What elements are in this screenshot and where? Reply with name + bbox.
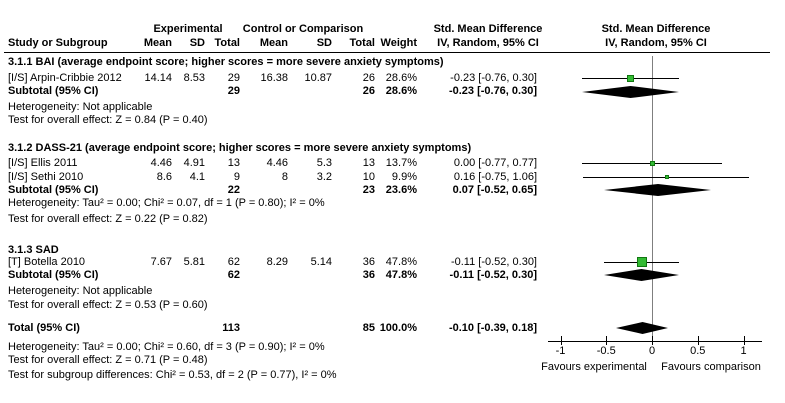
axis-tick [743,336,745,345]
section-title-dass21: 3.1.2 DASS-21 (average endpoint score; h… [8,142,472,154]
overall-effect-sad: Test for overall effect: Z = 0.53 (P = 0… [8,299,208,311]
study-label: [T] Botella 2010 [8,256,86,268]
favours-right-label: Favours comparison [661,361,761,373]
pooled-diamond [604,184,712,196]
col-total2-header: Total [349,37,375,49]
pooled-diamond [616,322,669,334]
heterogeneity-bai: Heterogeneity: Not applicable [8,101,153,113]
pooled-diamond [582,86,680,98]
study-square [649,160,655,166]
overall-effect-total: Test for overall effect: Z = 0.71 (P = 0… [8,354,208,366]
header-experimental: Experimental [153,23,223,35]
col-weight-header: Weight [380,37,417,49]
axis-tick-label: -0.5 [596,345,616,357]
ci-line [583,177,749,178]
col-mean2-header: Mean [259,37,288,49]
col-sd2-header: SD [316,37,332,49]
subtotal-row-dass21: Subtotal (95% CI) 22 23 23.6% 0.07 [-0.5… [8,184,537,196]
col-ci-header: IV, Random, 95% CI [437,37,539,49]
total-row: Total (95% CI) 113 85 100.0% -0.10 [-0.3… [8,322,537,334]
study-label: [I/S] Ellis 2011 [8,157,78,169]
header-groups: Experimental Control or Comparison Std. … [0,23,545,36]
axis-tick-label: 1 [740,345,747,357]
study-label: [I/S] Sethi 2010 [8,171,84,183]
section-title-bai: 3.1.1 BAI (average endpoint score; highe… [8,56,444,68]
study-square [627,74,635,82]
heterogeneity-sad: Heterogeneity: Not applicable [8,285,153,297]
ci-line [582,78,680,79]
study-square [636,257,647,267]
header-control: Control or Comparison [242,23,364,35]
axis-tick [697,336,699,345]
ci-line [604,262,680,263]
col-total1-header: Total [214,37,240,49]
subtotal-row-sad: Subtotal (95% CI) 62 36 47.8% -0.11 [-0.… [8,269,537,281]
header-smd-plot: Std. Mean Difference [601,23,711,35]
study-row-arpin-cribbie: [I/S] Arpin-Cribbie 2012 14.14 8.53 29 1… [8,72,537,84]
col-mean1-header: Mean [143,37,172,49]
study-row-botella: [T] Botella 2010 7.67 5.81 62 8.29 5.14 … [8,256,537,268]
axis-tick [652,336,653,345]
overall-effect-bai: Test for overall effect: Z = 0.84 (P = 0… [8,114,208,126]
header-ci-plot: IV, Random, 95% CI [605,37,707,49]
zero-line [652,56,653,341]
axis-tick [560,336,562,345]
subtotal-row-bai: Subtotal (95% CI) 29 26 28.6% -0.23 [-0.… [8,85,537,97]
heterogeneity-dass21: Heterogeneity: Tau² = 0.00; Chi² = 0.07,… [8,197,325,209]
col-study-header: Study or Subgroup [8,37,108,49]
header-divider [4,52,770,53]
study-row-sethi: [I/S] Sethi 2010 8.6 4.1 9 8 3.2 10 9.9%… [8,171,537,183]
header-smd-text: Std. Mean Difference [433,23,543,35]
favours-left-label: Favours experimental [541,361,647,373]
overall-effect-dass21: Test for overall effect: Z = 0.22 (P = 0… [8,213,208,225]
pooled-diamond [604,269,680,281]
heterogeneity-total: Heterogeneity: Tau² = 0.00; Chi² = 0.60,… [8,341,325,353]
study-label: [I/S] Arpin-Cribbie 2012 [8,72,122,84]
study-row-ellis: [I/S] Ellis 2011 4.46 4.91 13 4.46 5.3 1… [8,157,537,169]
axis-tick-label: 0.5 [690,345,706,357]
axis-line [548,341,762,342]
axis-tick [606,336,608,345]
ci-line [581,163,723,164]
study-square [664,175,669,179]
subgroup-differences: Test for subgroup differences: Chi² = 0.… [8,369,337,381]
section-title-sad: 3.1.3 SAD [8,244,59,256]
header-columns: Study or Subgroup Mean SD Total Mean SD … [0,37,545,50]
axis-tick-label: 0 [648,345,656,357]
axis-tick-label: -1 [555,345,566,357]
col-sd1-header: SD [189,37,205,49]
